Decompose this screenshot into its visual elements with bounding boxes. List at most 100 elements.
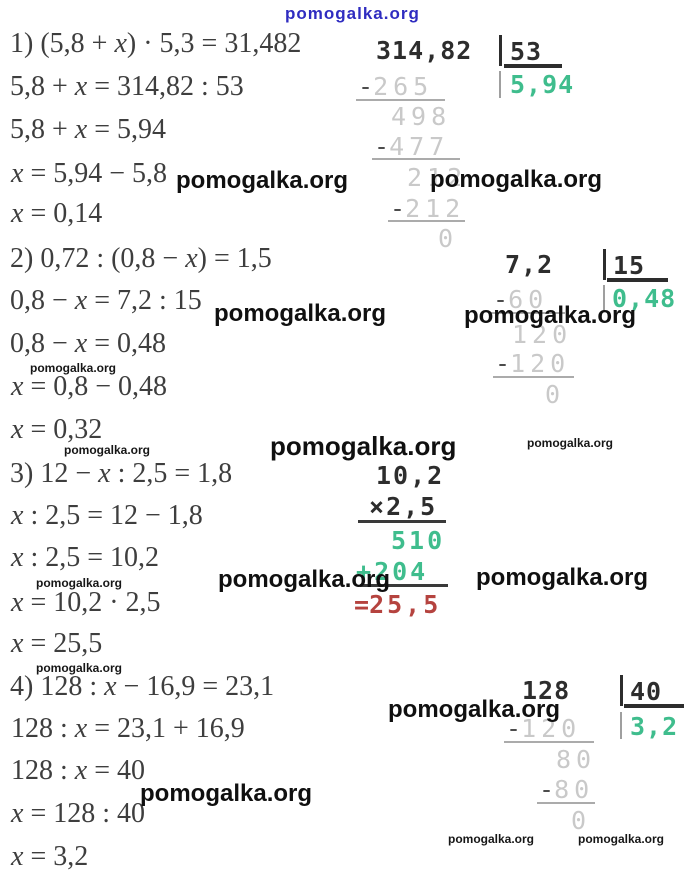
division3-step-1: -120 (506, 716, 581, 741)
watermark-small: pomogalka.org (30, 361, 117, 375)
equation-p4-l4: x = 128 : 40 (11, 798, 146, 829)
step-value: 498 (391, 102, 452, 131)
division1-divisor: 53 (510, 37, 543, 66)
minus-sign: - (374, 132, 390, 161)
division1-step-4: 212 (407, 165, 467, 190)
minus-sign: - (390, 194, 406, 223)
equation-p1-l2: 5,8 + x = 314,82 : 53 (10, 71, 244, 102)
multiplication-factor1: 10,2 (376, 461, 445, 490)
watermark-top: pomogalka.org (285, 4, 420, 23)
division3-step-2: 80 (556, 747, 596, 772)
division3-divisor-underline (624, 704, 684, 708)
division2-step-2: 120 (512, 322, 572, 347)
equals-sign: = (354, 590, 370, 619)
minus-sign: - (539, 775, 555, 804)
step-value: 212 (407, 163, 468, 192)
watermark: pomogalka.org (476, 564, 649, 591)
watermark: pomogalka.org (388, 696, 561, 723)
watermark-small: pomogalka.org (448, 832, 535, 846)
division2-rule-1 (491, 312, 565, 314)
division2-remainder: 0 (545, 382, 565, 407)
equation-p4-l2: 128 : x = 23,1 + 16,9 (11, 713, 245, 744)
multiplication-partial2: +204 (356, 559, 428, 584)
step-value: 120 (521, 714, 582, 743)
equation-p1-l1: 1) (5,8 + x) · 5,3 = 31,482 (10, 28, 302, 59)
times-sign: × (369, 492, 387, 521)
equation-p3-l5: x = 25,5 (11, 628, 103, 659)
equation-p3-l2: x : 2,5 = 12 − 1,8 (11, 500, 203, 531)
division3-bracket-bar (620, 675, 623, 706)
step-value: 120 (510, 349, 571, 378)
watermark-small: pomogalka.org (64, 443, 151, 457)
watermark-small: pomogalka.org (36, 576, 123, 590)
division2-step-3: -120 (495, 351, 570, 376)
division3-quotient: 3,2 (630, 712, 679, 741)
equation-p2-l4: x = 0,8 − 0,48 (11, 371, 168, 402)
equation-p1-l4: x = 5,94 − 5,8 (11, 158, 168, 189)
equation-p2-l1: 2) 0,72 : (0,8 − x) = 1,5 (10, 243, 272, 274)
division1-step-2: 498 (391, 104, 451, 129)
division1-rule-2 (372, 158, 460, 160)
equation-p4-l1: 4) 128 : x − 16,9 = 23,1 (10, 671, 275, 702)
step-value: 120 (512, 320, 573, 349)
division3-rule-1 (504, 741, 594, 743)
division2-rule-2 (493, 376, 574, 378)
division1-rule-1 (356, 99, 445, 101)
step-value: 265 (373, 72, 434, 101)
watermark-small: pomogalka.org (527, 436, 614, 450)
multiplication-rule-1 (358, 520, 446, 523)
step-value: 212 (405, 194, 466, 223)
division1-bracket-bar (499, 35, 502, 66)
step-value: 80 (556, 745, 597, 774)
step-value: 0 (545, 380, 566, 409)
division1-step-1: -265 (358, 74, 433, 99)
division3-dividend: 128 (522, 676, 571, 705)
equation-p3-l4: x = 10,2 · 2,5 (11, 587, 161, 618)
division3-rule-2 (537, 802, 595, 804)
equation-p1-l3: 5,8 + x = 5,94 (10, 114, 167, 145)
step-value: 477 (389, 132, 450, 161)
division1-dividend: 314,82 (376, 36, 473, 65)
equation-p4-l5: x = 3,2 (11, 841, 89, 872)
division3-remainder: 0 (571, 808, 591, 833)
watermark: pomogalka.org (464, 302, 637, 329)
division2-divisor: 15 (613, 251, 646, 280)
division1-remainder: 0 (438, 226, 458, 251)
equation-p2-l3: 0,8 − x = 0,48 (10, 328, 167, 359)
minus-sign: - (506, 714, 522, 743)
factor2-value: 2,5 (386, 492, 438, 521)
watermark: pomogalka.org (176, 167, 349, 194)
division1-divisor-underline (504, 64, 562, 68)
division1-quotient: 5,94 (510, 70, 575, 99)
step-value: 80 (554, 775, 595, 804)
division2-bracket-bar (603, 249, 606, 280)
step-value: 60 (508, 285, 549, 314)
equation-p2-l2: 0,8 − x = 7,2 : 15 (10, 285, 202, 316)
watermark: pomogalka.org (214, 300, 387, 327)
equation-p3-l1: 3) 12 − x : 2,5 = 1,8 (10, 458, 233, 489)
minus-sign: - (493, 285, 509, 314)
multiplication-factor2: ×2,5 (369, 494, 437, 519)
minus-sign: - (495, 349, 511, 378)
watermark: pomogalka.org (430, 166, 603, 193)
step-value: 0 (571, 806, 592, 835)
division2-quotient: 0,48 (612, 284, 677, 313)
multiplication-partial1: 510 (391, 526, 446, 555)
division2-step-1: -60 (493, 287, 548, 312)
division1-rule-3 (388, 220, 465, 222)
watermark: pomogalka.org (218, 566, 391, 593)
equation-p3-l3: x : 2,5 = 10,2 (11, 542, 160, 573)
result-value: 25,5 (369, 590, 442, 619)
minus-sign: - (358, 72, 374, 101)
equation-p1-l5: x = 0,14 (11, 198, 103, 229)
plus-sign: + (356, 557, 375, 586)
division3-divisor: 40 (630, 677, 663, 706)
division2-quotient-bar (603, 285, 605, 312)
watermark-small: pomogalka.org (578, 832, 665, 846)
division1-step-3: -477 (374, 134, 449, 159)
division2-divisor-underline (607, 278, 668, 282)
watermark: pomogalka.org (140, 780, 313, 807)
equation-p2-l5: x = 0,32 (11, 414, 103, 445)
equation-p4-l3: 128 : x = 40 (11, 755, 146, 786)
